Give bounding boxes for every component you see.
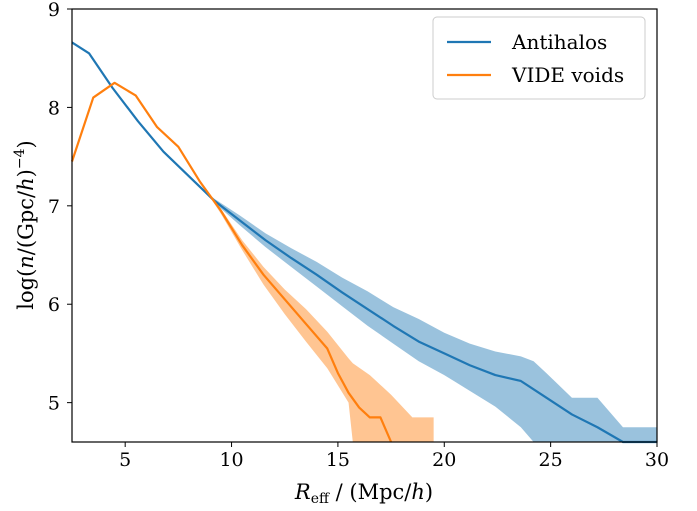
y-label-n: n (14, 255, 38, 269)
y-label-h: h (14, 177, 38, 191)
x-label-h: h (411, 480, 425, 504)
y-axis-label: log(n/(Gpc/h)−4) (12, 140, 38, 309)
axes-frame (71, 8, 658, 443)
legend: Antihalos VIDE voids (432, 16, 646, 100)
x-label-sub: eff (311, 491, 330, 507)
y-label-mid: /(Gpc/ (14, 190, 38, 255)
line-antihalos (71, 41, 657, 444)
y-tick-label: 5 (48, 393, 60, 415)
x-tick-label: 10 (219, 449, 243, 471)
y-label-exp: −4 (12, 148, 28, 169)
y-tick-label: 8 (48, 97, 60, 119)
x-tick-label: 15 (326, 449, 350, 471)
legend-label-vide-voids: VIDE voids (511, 63, 624, 87)
confidence-bands (72, 42, 657, 443)
x-axis-ticks: 5 10 15 20 25 30 (119, 442, 669, 471)
x-tick-label: 20 (432, 449, 456, 471)
band-antihalos (72, 42, 657, 443)
series-lines (70, 41, 657, 444)
x-label-end: ) (425, 480, 433, 504)
x-label-rest: / (Mpc/ (329, 480, 412, 504)
x-axis-label: Reff / (Mpc/h) (294, 480, 433, 507)
legend-box (432, 16, 646, 100)
y-label-pre: log( (14, 269, 38, 310)
x-tick-label: 5 (119, 449, 131, 471)
x-label-r: R (294, 480, 311, 504)
y-tick-label: 6 (48, 294, 60, 316)
y-axis-ticks: 5 6 7 8 9 (48, 0, 72, 415)
x-tick-label: 25 (539, 449, 563, 471)
x-tick-label: 30 (645, 449, 669, 471)
band-vide-voids (72, 82, 434, 442)
line-vide-voids (70, 81, 393, 443)
legend-label-antihalos: Antihalos (511, 30, 607, 54)
y-tick-label: 7 (48, 196, 60, 218)
y-tick-label: 9 (48, 0, 60, 21)
y-label-post: ) (14, 169, 38, 177)
y-label-end: ) (14, 140, 38, 148)
